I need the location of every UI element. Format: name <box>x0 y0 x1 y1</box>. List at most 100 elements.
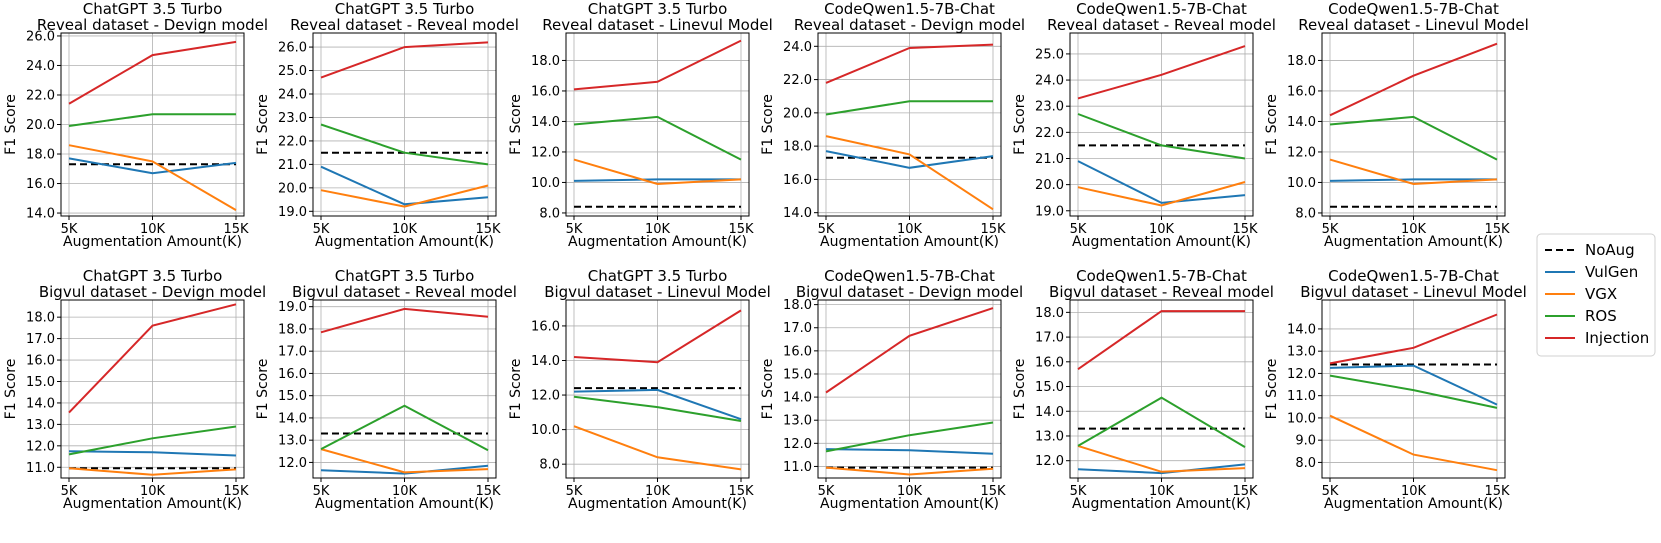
y-tick-label: 17.0 <box>26 332 55 347</box>
series-line-ros <box>1077 396 1246 448</box>
y-tick-label: 18.0 <box>26 311 55 326</box>
y-axis-label: F1 Score <box>508 94 524 155</box>
series-line-vgx <box>1329 414 1498 472</box>
series-line-vgx <box>1077 181 1246 207</box>
y-tick-label: 20.0 <box>783 106 812 121</box>
y-tick-label: 13.0 <box>1287 345 1316 360</box>
series-line-vgx <box>320 448 489 474</box>
subplot-1: 14.0 16.0 18.0 20.0 22.0 24.0 26.0 5K 10K 15KAugm… <box>3 0 268 250</box>
y-tick-label: 16.0 <box>278 367 307 382</box>
subplot-5: 19.0 20.0 21.0 22.0 23.0 24.0 25.0 5K 10K 15KAugm… <box>1012 0 1276 250</box>
chart-title: ChatGPT 3.5 Turbo <box>83 0 223 18</box>
y-tick-label: 12.0 <box>26 439 55 454</box>
x-tick-label: 5K <box>313 484 330 499</box>
series-line-ros <box>825 421 994 453</box>
chart-title: CodeQwen1.5-7B-Chat <box>1076 0 1247 18</box>
y-axis-label: F1 Score <box>760 94 776 155</box>
x-tick-label: 10K <box>1149 484 1175 499</box>
y-tick-label: 12.0 <box>1287 145 1316 160</box>
subplot-3: 8.0 10.0 12.0 14.0 16.0 18.0 5K 10K 15KAugmentat… <box>508 0 773 250</box>
series-line-vgx <box>573 425 742 471</box>
y-tick-label: 26.0 <box>26 29 55 44</box>
y-tick-label: 15.0 <box>278 389 307 404</box>
x-tick-label: 5K <box>818 484 835 499</box>
y-tick-label: 14.0 <box>1287 115 1316 130</box>
legend-frame <box>1536 233 1656 357</box>
series-line-injection <box>320 307 489 334</box>
series-line-ros <box>68 425 237 456</box>
x-axis-label: Augmentation Amount(K) <box>63 496 242 512</box>
x-tick-label: 5K <box>566 222 583 237</box>
y-tick-label: 8.0 <box>1295 206 1316 221</box>
chart-title: CodeQwen1.5-7B-Chat <box>1328 0 1499 18</box>
y-tick-label: 16.0 <box>1035 355 1064 370</box>
y-tick-label: 22.0 <box>1035 126 1064 141</box>
y-tick-label: 14.0 <box>278 411 307 426</box>
y-tick-label: 12.0 <box>1035 454 1064 469</box>
y-tick-label: 25.0 <box>1035 47 1064 62</box>
y-tick-label: 14.0 <box>1287 322 1316 337</box>
x-axis-label: Augmentation Amount(K) <box>1324 234 1503 250</box>
y-tick-label: 14.0 <box>26 396 55 411</box>
y-axis-label: F1 Score <box>1264 94 1280 155</box>
x-tick-label: 5K <box>566 484 583 499</box>
chart-subtitle: Reveal dataset - Reveal model <box>290 16 519 34</box>
legend-label-noaug: NoAug <box>1585 241 1635 259</box>
y-tick-label: 18.0 <box>1287 54 1316 69</box>
y-tick-label: 23.0 <box>1035 100 1064 115</box>
series-line-vulgen <box>68 157 237 175</box>
x-tick-label: 10K <box>897 222 923 237</box>
chart-title: CodeQwen1.5-7B-Chat <box>824 267 995 285</box>
y-tick-label: 16.0 <box>783 173 812 188</box>
legend-label-ros: ROS <box>1585 307 1617 325</box>
series-line-vulgen <box>573 178 741 182</box>
x-tick-label: 10K <box>392 484 418 499</box>
y-tick-label: 13.0 <box>783 414 812 429</box>
x-tick-label: 10K <box>140 484 166 499</box>
x-tick-label: 5K <box>1070 222 1087 237</box>
series-line-vulgen <box>825 150 994 169</box>
x-tick-label: 10K <box>1401 484 1427 499</box>
y-tick-label: 18.0 <box>783 140 812 155</box>
y-tick-label: 10.0 <box>1287 411 1316 426</box>
y-tick-label: 13.0 <box>278 434 307 449</box>
x-tick-label: 15K <box>1232 484 1258 499</box>
series-line-injection <box>1077 45 1246 100</box>
chart-title: ChatGPT 3.5 Turbo <box>83 267 223 285</box>
x-axis-label: Augmentation Amount(K) <box>1072 234 1251 250</box>
x-axis-label: Augmentation Amount(K) <box>820 234 999 250</box>
chart-subtitle: Bigvul dataset - Devign model <box>39 283 266 301</box>
series-line-injection <box>68 40 237 105</box>
y-tick-label: 11.0 <box>26 461 55 476</box>
y-tick-label: 16.0 <box>26 177 55 192</box>
legend: NoAug VulGen VGX ROS Injection <box>1536 233 1656 357</box>
y-axis-label: F1 Score <box>255 94 271 155</box>
chart-title: ChatGPT 3.5 Turbo <box>588 267 728 285</box>
y-tick-label: 16.0 <box>531 319 560 334</box>
series-line-ros <box>68 113 236 127</box>
y-tick-label: 18.0 <box>1035 306 1064 321</box>
series-line-ros <box>320 123 489 166</box>
series-line-vgx <box>825 466 994 476</box>
series-line-ros <box>825 100 993 116</box>
y-tick-label: 22.0 <box>783 73 812 88</box>
series-line-vgx <box>320 184 489 208</box>
legend-label-vulgen: VulGen <box>1585 263 1638 281</box>
y-tick-label: 19.0 <box>278 300 307 315</box>
x-tick-label: 5K <box>61 222 78 237</box>
chart-title: CodeQwen1.5-7B-Chat <box>824 0 995 18</box>
y-tick-label: 18.0 <box>531 54 560 69</box>
y-tick-label: 18.0 <box>783 298 812 313</box>
y-tick-label: 24.0 <box>783 40 812 55</box>
y-tick-label: 10.0 <box>1287 176 1316 191</box>
y-tick-label: 12.0 <box>1287 367 1316 382</box>
series-line-injection <box>573 309 742 364</box>
y-tick-label: 12.0 <box>531 389 560 404</box>
y-tick-label: 14.0 <box>1035 405 1064 420</box>
series-line-ros <box>1329 115 1498 161</box>
series-line-ros <box>320 404 489 452</box>
x-tick-label: 15K <box>980 484 1006 499</box>
x-axis-label: Augmentation Amount(K) <box>1324 496 1503 512</box>
series-line-ros <box>1077 113 1246 160</box>
